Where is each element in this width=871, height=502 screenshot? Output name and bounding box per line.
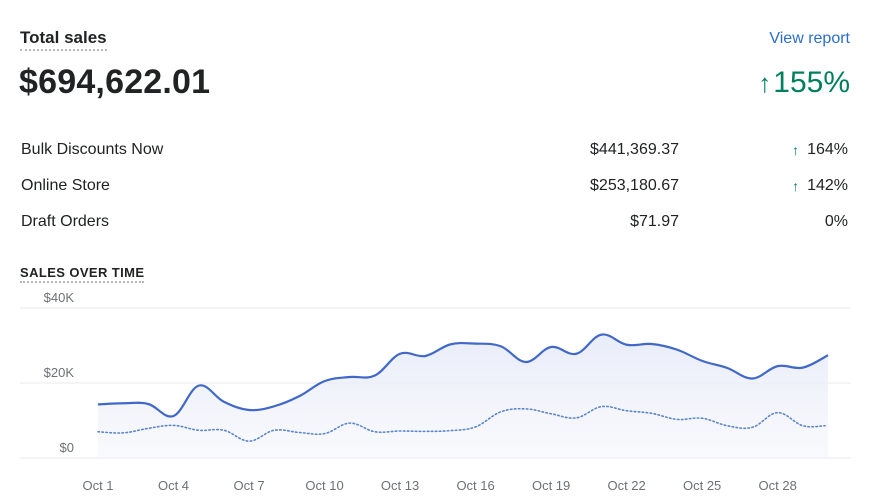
channel-change: 0% bbox=[817, 213, 848, 231]
breakdown-row: Draft Orders $71.97 0% bbox=[21, 204, 850, 240]
channel-change-value: 164% bbox=[807, 141, 848, 158]
sales-over-time-chart: $0 $20K $40K Oct 1 Oct 4 Oct 7 Oct 10 Oct 13 Oct… bbox=[0, 290, 871, 502]
y-tick-label: $40K bbox=[44, 290, 75, 305]
arrow-up-icon: ↑ bbox=[792, 142, 800, 158]
card-title[interactable]: Total sales bbox=[20, 28, 107, 51]
channel-name: Online Store bbox=[21, 177, 110, 194]
x-tick-label: Oct 16 bbox=[456, 478, 494, 493]
channel-amount: $253,180.67 bbox=[590, 177, 679, 194]
breakdown-row: Bulk Discounts Now $441,369.37 ↑ 164% bbox=[21, 132, 850, 168]
series-line-current bbox=[97, 333, 829, 418]
channel-change: ↑ 164% bbox=[792, 141, 848, 159]
sales-breakdown: Bulk Discounts Now $441,369.37 ↑ 164% On… bbox=[21, 132, 850, 240]
view-report-link[interactable]: View report bbox=[769, 30, 850, 47]
channel-change: ↑ 142% bbox=[792, 177, 848, 195]
series-line-previous bbox=[97, 405, 826, 442]
total-change: ↑ 155% bbox=[758, 64, 850, 102]
channel-change-value: 0% bbox=[824, 213, 848, 230]
breakdown-row: Online Store $253,180.67 ↑ 142% bbox=[21, 168, 850, 204]
channel-amount: $441,369.37 bbox=[590, 141, 679, 158]
chart-title[interactable]: SALES OVER TIME bbox=[20, 265, 145, 283]
channel-amount: $71.97 bbox=[630, 213, 679, 230]
arrow-up-icon: ↑ bbox=[758, 68, 772, 98]
y-tick-label: $0 bbox=[60, 440, 74, 455]
x-tick-label: Oct 10 bbox=[305, 478, 343, 493]
arrow-up-icon: ↑ bbox=[792, 178, 800, 194]
series-area bbox=[98, 334, 828, 458]
x-tick-label: Oct 19 bbox=[532, 478, 570, 493]
x-tick-label: Oct 28 bbox=[759, 478, 797, 493]
x-tick-label: Oct 13 bbox=[381, 478, 419, 493]
x-tick-label: Oct 1 bbox=[82, 478, 113, 493]
total-change-value: 155% bbox=[773, 66, 850, 99]
channel-change-value: 142% bbox=[807, 177, 848, 194]
x-tick-label: Oct 25 bbox=[683, 478, 721, 493]
x-tick-label: Oct 22 bbox=[607, 478, 645, 493]
x-tick-label: Oct 4 bbox=[158, 478, 189, 493]
channel-name: Draft Orders bbox=[21, 213, 110, 230]
chart-svg: $0 $20K $40K Oct 1 Oct 4 Oct 7 Oct 10 Oct 13 Oct… bbox=[20, 290, 851, 493]
y-tick-label: $20K bbox=[44, 365, 75, 380]
total-sales-value: $694,622.01 bbox=[19, 63, 211, 101]
x-tick-label: Oct 7 bbox=[233, 478, 264, 493]
channel-name: Bulk Discounts Now bbox=[21, 141, 164, 158]
